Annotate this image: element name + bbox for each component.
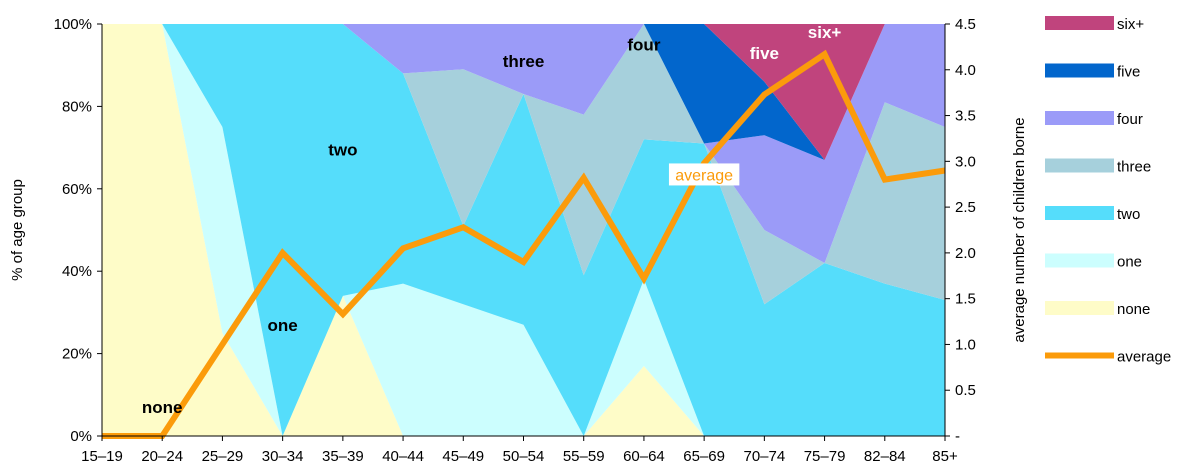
y2-tick-label: - xyxy=(955,428,960,445)
legend-label-six+: six+ xyxy=(1117,16,1144,33)
axes: 0% 20% 40% 60% 80% 100% - 0.5 1.0 1.5 2.0 2.5 3.0 3.5… xyxy=(54,16,976,465)
legend-label-two: two xyxy=(1117,206,1140,223)
legend-swatch-six+ xyxy=(1045,16,1114,30)
x-tick-label: 45–49 xyxy=(442,448,484,465)
x-tick-label: 20–24 xyxy=(141,448,183,465)
y2-tick-label: 1.5 xyxy=(955,291,976,308)
legend-swatch-four xyxy=(1045,111,1114,125)
y2-axis-title: average number of children borne xyxy=(1011,117,1028,342)
x-tick-label: 50–54 xyxy=(503,448,545,465)
area-label-five: five xyxy=(750,44,779,63)
stacked-areas xyxy=(102,24,945,436)
legend-swatch-none xyxy=(1045,301,1114,315)
x-tick-label: 85+ xyxy=(932,448,958,465)
x-tick-label: 35–39 xyxy=(322,448,364,465)
x-tick-label: 70–74 xyxy=(743,448,785,465)
y-tick-label: 100% xyxy=(54,16,92,33)
legend: six+ five four three two one none average xyxy=(1045,16,1171,366)
area-two xyxy=(102,24,945,436)
x-tick-label: 40–44 xyxy=(382,448,424,465)
legend-label-four: four xyxy=(1117,111,1143,128)
y-axis-title: % of age group xyxy=(9,179,26,281)
y2-tick-label: 2.0 xyxy=(955,245,976,262)
area-label-three: three xyxy=(503,52,545,71)
legend-swatch-five xyxy=(1045,63,1114,78)
legend-label-five: five xyxy=(1117,64,1140,81)
x-tick-label: 25–29 xyxy=(202,448,244,465)
area-six+ xyxy=(102,24,945,160)
y2-tick-label: 4.5 xyxy=(955,16,976,33)
legend-swatch-three xyxy=(1045,158,1114,173)
area-four xyxy=(102,24,945,263)
x-tick-label: 55–59 xyxy=(563,448,605,465)
y2-tick-label: 3.5 xyxy=(955,108,976,125)
y-tick-label: 60% xyxy=(62,181,92,198)
x-tick-label: 82–84 xyxy=(864,448,906,465)
y2-tick-label: 2.5 xyxy=(955,199,976,216)
y2-tick-label: 4.0 xyxy=(955,62,976,79)
legend-label-none: none xyxy=(1117,301,1150,318)
area-label-average: average xyxy=(675,167,733,184)
x-tick-label: 65–69 xyxy=(683,448,725,465)
y2-tick-label: 1.0 xyxy=(955,336,976,353)
x-tick-label: 60–64 xyxy=(623,448,665,465)
y-tick-label: 40% xyxy=(62,263,92,280)
legend-label-three: three xyxy=(1117,159,1151,176)
area-label-one: one xyxy=(268,316,298,335)
x-tick-label: 30–34 xyxy=(262,448,304,465)
legend-label-one: one xyxy=(1117,254,1142,271)
legend-label-average: average xyxy=(1117,349,1171,366)
area-label-none: none xyxy=(142,398,183,417)
x-tick-label: 15–19 xyxy=(81,448,123,465)
y2-tick-label: 3.0 xyxy=(955,153,976,170)
y2-tick-label: 0.5 xyxy=(955,382,976,399)
y-tick-label: 0% xyxy=(70,428,92,445)
label-box xyxy=(668,163,740,186)
y-tick-label: 20% xyxy=(62,346,92,363)
legend-swatch-one xyxy=(1045,253,1114,268)
x-tick-label: 75–79 xyxy=(804,448,846,465)
area-label-two: two xyxy=(328,141,357,160)
legend-swatch-two xyxy=(1045,206,1114,220)
y-tick-label: 80% xyxy=(62,98,92,115)
area-one xyxy=(102,24,945,436)
area-label-four: four xyxy=(627,36,660,55)
area-label-six+: six+ xyxy=(808,23,842,42)
area-labels: none one two three four five six+ average xyxy=(142,23,842,417)
